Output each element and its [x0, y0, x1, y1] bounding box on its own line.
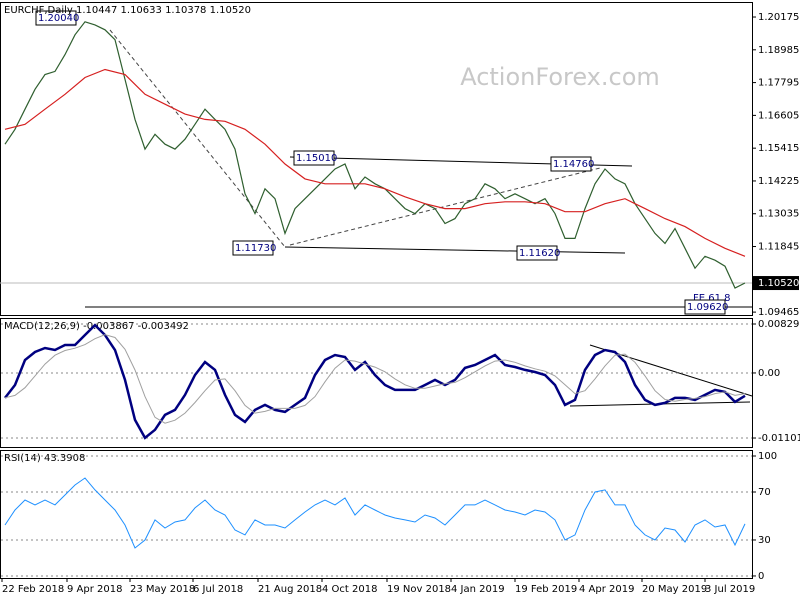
y-tick-label: 70	[758, 487, 771, 498]
macd-panel-frame	[0, 318, 753, 448]
x-tick-label: 9 Apr 2018	[67, 584, 122, 595]
x-tick-label: 19 Feb 2019	[515, 584, 577, 595]
annotation: 1.11620	[519, 248, 560, 259]
y-tick-label: 1.16605	[758, 110, 799, 121]
price-panel-frame	[0, 2, 753, 316]
x-tick-label: 23 May 2018	[130, 584, 195, 595]
x-tick-label: 4 Jan 2019	[451, 584, 505, 595]
y-tick-label: -0.011015	[758, 433, 800, 444]
y-tick-label: 100	[758, 451, 777, 462]
y-tick-label: 1.14225	[758, 176, 799, 187]
rsi-panel-frame	[0, 450, 753, 579]
annotation-box	[516, 245, 558, 261]
price-marker-label: 1.10520	[758, 278, 799, 289]
annotation-box	[35, 10, 77, 26]
channel-line	[284, 246, 626, 254]
y-tick-label: 1.15415	[758, 143, 799, 154]
x-tick-label: 19 Nov 2018	[387, 584, 451, 595]
y-tick-label: 0.00	[758, 368, 780, 379]
series-line	[4, 68, 746, 257]
annotation-box	[550, 156, 592, 172]
y-tick-label: 1.20175	[758, 12, 799, 23]
watermark: ActionForex.com	[460, 63, 660, 91]
annotation-box	[684, 299, 726, 315]
annotation: FE 61.8	[693, 293, 731, 304]
x-tick-label: 4 Oct 2018	[322, 584, 377, 595]
annotation: 1.14760	[553, 159, 594, 170]
x-tick-label: 6 Jul 2018	[193, 584, 243, 595]
y-tick-label: 1.18985	[758, 45, 799, 56]
series-line	[4, 21, 746, 289]
trend-line	[289, 167, 601, 246]
annotation-box	[232, 240, 274, 256]
panel-title: EURCHF,Daily 1.10447 1.10633 1.10378 1.1…	[4, 5, 251, 16]
annotation-box	[293, 150, 335, 166]
annotation: 1.20040	[38, 13, 79, 24]
panel-title: RSI(14) 43.3908	[4, 453, 85, 464]
x-tick-label: 22 Feb 2018	[2, 584, 64, 595]
x-tick-label: 21 Aug 2018	[258, 584, 322, 595]
y-tick-label: 30	[758, 535, 771, 546]
y-tick-label: 0	[758, 571, 764, 582]
series-line	[4, 477, 746, 549]
y-tick-label: 1.11845	[758, 242, 799, 253]
annotation: 1.11730	[235, 243, 276, 254]
x-tick-label: 3 Jul 2019	[705, 584, 755, 595]
price-marker	[753, 276, 799, 291]
annotation: 1.15010	[296, 153, 337, 164]
series-line	[4, 334, 746, 424]
y-tick-label: 1.09465	[758, 307, 799, 318]
y-tick-label: 1.13035	[758, 209, 799, 220]
x-tick-label: 20 May 2019	[642, 584, 707, 595]
y-tick-label: 0.008292	[758, 319, 800, 330]
annotation: 1.09620	[687, 302, 728, 313]
y-tick-label: 1.17795	[758, 78, 799, 89]
series-line	[4, 323, 746, 440]
x-tick-label: 4 Apr 2019	[579, 584, 634, 595]
